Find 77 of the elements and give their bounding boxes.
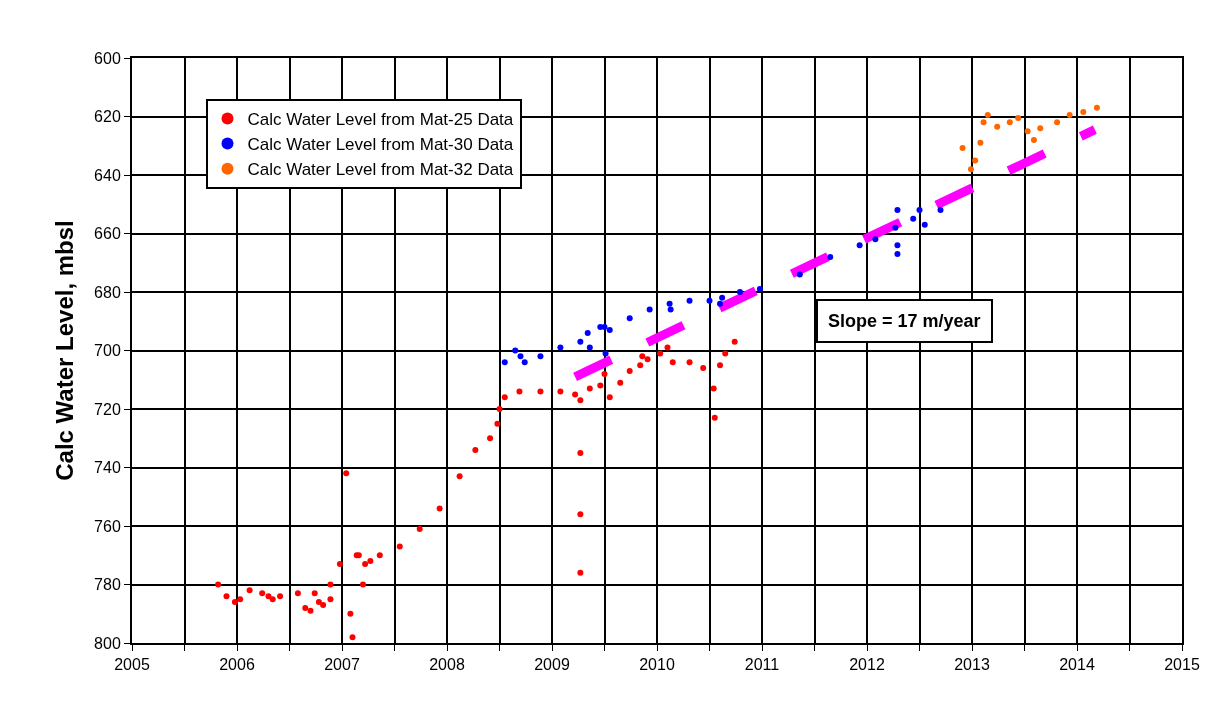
- point: [959, 145, 966, 152]
- point: [967, 166, 974, 173]
- point: [586, 344, 593, 351]
- point: [937, 207, 944, 214]
- y-tick-label: 680: [94, 283, 121, 301]
- y-tick-label: 720: [94, 400, 121, 418]
- point: [606, 327, 613, 334]
- y-tick-label: 780: [94, 576, 121, 594]
- point: [856, 242, 863, 249]
- point: [646, 306, 653, 313]
- point: [1066, 112, 1073, 119]
- point: [972, 157, 979, 164]
- point: [666, 300, 673, 307]
- point: [537, 353, 544, 360]
- x-tick-label: 2013: [954, 656, 990, 674]
- point: [736, 289, 743, 295]
- point: [980, 119, 987, 126]
- x-tick-label: 2006: [219, 656, 255, 674]
- point: [1006, 119, 1013, 126]
- y-tick-label: 740: [94, 459, 121, 477]
- point: [601, 324, 608, 331]
- point: [827, 253, 834, 260]
- y-tick-label: 700: [94, 342, 121, 360]
- point: [626, 315, 633, 322]
- point: [717, 300, 723, 307]
- point: [512, 347, 519, 354]
- point: [910, 215, 917, 222]
- x-tick-label: 2014: [1059, 656, 1095, 674]
- x-tick-label: 2010: [639, 656, 675, 674]
- y-tick-label: 800: [94, 634, 121, 652]
- point: [796, 271, 803, 278]
- point: [916, 207, 923, 214]
- point: [719, 294, 726, 301]
- point: [577, 338, 584, 345]
- point: [756, 286, 763, 293]
- y-tick-label: 600: [94, 49, 121, 67]
- y-tick-label: 620: [94, 108, 121, 126]
- point: [872, 236, 879, 243]
- point: [557, 344, 564, 351]
- legend-label: Calc Water Level from Mat-25 Data: [247, 110, 514, 130]
- point: [1037, 125, 1044, 132]
- point: [1030, 136, 1037, 143]
- x-tick-label: 2011: [744, 656, 780, 674]
- point: [892, 224, 899, 231]
- y-tick-label: 660: [94, 225, 121, 243]
- x-tick-label: 2015: [1164, 656, 1200, 674]
- x-tick-label: 2009: [534, 656, 570, 674]
- legend-label: Calc Water Level from Mat-30 Data: [247, 135, 514, 155]
- point: [894, 242, 901, 249]
- point: [517, 353, 524, 360]
- point: [686, 297, 693, 304]
- point: [894, 250, 901, 257]
- point: [1054, 119, 1061, 126]
- point: [1080, 109, 1087, 116]
- point: [994, 123, 1001, 130]
- x-tick-label: 2012: [849, 656, 885, 674]
- y-tick-label: 760: [94, 517, 121, 535]
- point: [521, 359, 528, 366]
- x-tick-label: 2005: [114, 656, 150, 674]
- legend-label: Calc Water Level from Mat-32 Data: [247, 160, 514, 180]
- point: [1015, 114, 1022, 121]
- annotation: Slope = 17 m/year: [828, 311, 981, 331]
- point: [977, 139, 984, 146]
- point: [1024, 128, 1031, 135]
- point: [584, 329, 591, 336]
- point: [921, 221, 928, 228]
- point: [706, 297, 713, 304]
- x-tick-label: 2008: [429, 656, 465, 674]
- y-axis-title: Calc Water Level, mbsl: [50, 220, 78, 481]
- point: [602, 350, 609, 357]
- point: [984, 112, 991, 119]
- point: [501, 359, 508, 366]
- y-tick-label: 640: [94, 166, 121, 184]
- point: [667, 306, 674, 313]
- x-tick-label: 2007: [324, 656, 360, 674]
- point: [894, 207, 901, 214]
- point: [1093, 104, 1100, 111]
